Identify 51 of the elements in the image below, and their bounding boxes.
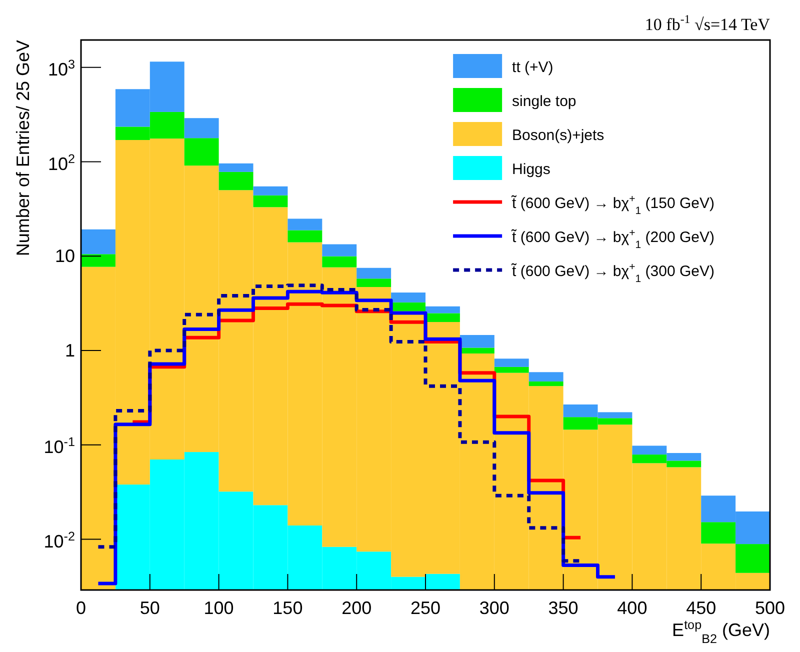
bar xyxy=(218,172,254,190)
bar xyxy=(426,306,460,314)
bar xyxy=(356,278,392,288)
bar xyxy=(288,218,322,230)
bar xyxy=(218,163,254,172)
bar xyxy=(528,372,564,382)
bar xyxy=(253,186,288,196)
x-tick-label: 500 xyxy=(754,598,786,618)
x-tick-label: 450 xyxy=(686,598,716,618)
legend-label: Boson(s)+jets xyxy=(512,127,604,144)
bar xyxy=(322,256,357,268)
legend-label: t̃ (600 GeV) → bχ$^{+}$$_{1}$ (150 GeV) xyxy=(510,193,715,217)
x-tick-label: 50 xyxy=(140,598,160,618)
x-tick-label: 350 xyxy=(548,598,578,618)
x-tick-label: 150 xyxy=(272,598,303,618)
bar xyxy=(460,348,494,354)
legend-label: t̃ (600 GeV) → bχ$^{+}$$_{1}$ (300 GeV) xyxy=(510,261,715,285)
x-tick-label: 200 xyxy=(342,598,372,618)
x-tick-label: 0 xyxy=(76,598,86,618)
bar xyxy=(288,230,322,242)
legend-label: tt (+V) xyxy=(512,59,554,76)
bar xyxy=(391,292,426,302)
y-tick-label: 10$^{-1}$ xyxy=(44,434,75,457)
legend-label: single top xyxy=(512,93,576,110)
legend-label: Higgs xyxy=(512,161,550,178)
bar xyxy=(736,544,770,573)
bar xyxy=(701,522,736,544)
bar xyxy=(494,358,529,367)
bar xyxy=(460,334,494,348)
bar xyxy=(494,366,529,373)
bar xyxy=(81,229,116,254)
y-tick-label: 1 xyxy=(64,340,75,361)
y-tick-label: 10$^{3}$ xyxy=(48,57,75,80)
x-axis-title: E$^{top}$$_{B2}$ (GeV) xyxy=(672,618,770,646)
bar xyxy=(184,118,219,138)
x-tick-label: 250 xyxy=(410,598,441,618)
bar xyxy=(81,254,116,267)
text: 10 fb$^{-1}$ √s=14 TeV xyxy=(644,12,771,34)
x-tick-label: 400 xyxy=(617,598,648,618)
y-tick-label: 10$^{2}$ xyxy=(48,152,75,174)
x-tick-label: 100 xyxy=(204,598,234,618)
bar xyxy=(356,268,392,279)
y-tick-label: 10 xyxy=(54,246,75,266)
legend-label: t̃ (600 GeV) → bχ$^{+}$$_{1}$ (200 GeV) xyxy=(510,227,715,251)
bar xyxy=(253,195,288,208)
x-tick-label: 300 xyxy=(479,598,510,618)
bar xyxy=(426,313,460,322)
y-tick-label: 10$^{-2}$ xyxy=(44,529,75,552)
bar xyxy=(322,244,357,256)
bar xyxy=(528,381,564,386)
y-axis-title: Number of Entries/ 25 GeV xyxy=(13,40,33,256)
